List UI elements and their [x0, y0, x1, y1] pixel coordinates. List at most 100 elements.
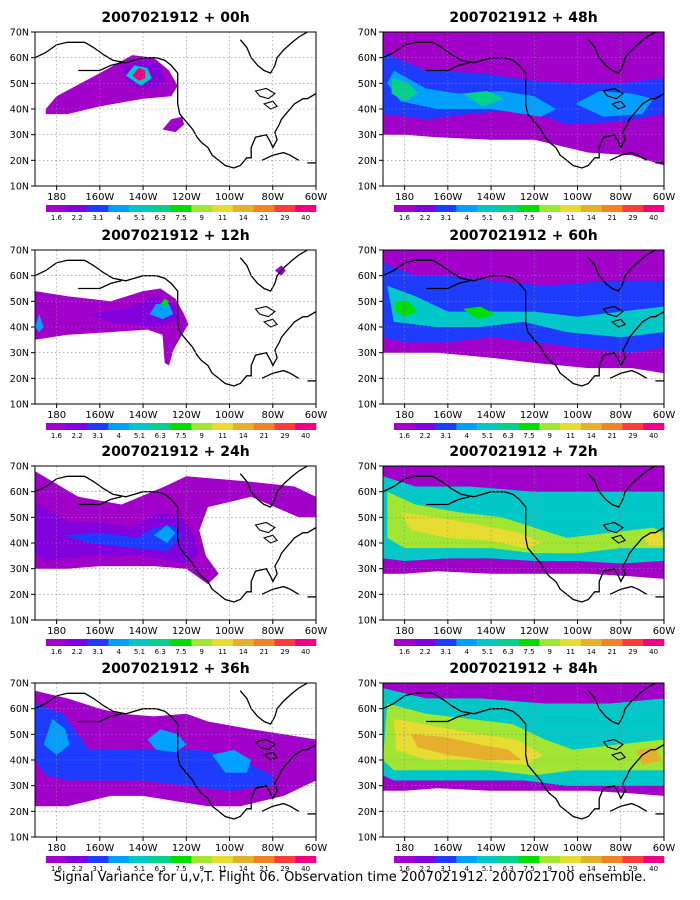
colorbar-swatch	[560, 639, 582, 646]
lon-tick-label: 120W	[520, 410, 549, 421]
colorbar-label: 7.5	[175, 865, 186, 873]
colorbar-swatch	[394, 639, 416, 646]
variance-shade	[387, 285, 664, 338]
colorbar-label: 1.6	[399, 214, 411, 222]
lat-tick-label: 70N	[358, 28, 377, 39]
colorbar-label: 2.2	[72, 648, 83, 656]
lat-tick-label: 40N	[10, 756, 29, 767]
variance-shade	[153, 525, 176, 543]
colorbar-label: 2.2	[420, 865, 431, 873]
colorbar-swatch	[66, 856, 88, 863]
colorbar-label: 9	[200, 432, 204, 440]
colorbar-swatch	[539, 205, 561, 212]
lon-tick-label: 140W	[129, 192, 158, 203]
colorbar-label: 6.3	[155, 214, 166, 222]
colorbar: 1.6 2.2 3.1 4 5.1 6.3 7.5 9 11 14 21 29 40	[46, 856, 317, 873]
colorbar-label: 40	[301, 648, 310, 656]
colorbar-swatch	[580, 205, 602, 212]
colorbar-label: 3.1	[440, 648, 451, 656]
lon-tick-label: 60W	[653, 410, 676, 421]
colorbar-swatch	[560, 205, 582, 212]
colorbar-swatch	[394, 205, 416, 212]
colorbar-swatch	[191, 423, 213, 430]
lake-outline	[602, 87, 624, 100]
colorbar-label: 21	[260, 865, 269, 873]
lat-tick-label: 10N	[358, 833, 377, 844]
colorbar-swatch	[539, 423, 561, 430]
lon-tick-label: 60W	[653, 192, 676, 203]
lat-tick-label: 50N	[358, 513, 377, 524]
colorbar-swatch	[414, 639, 436, 646]
map-field	[35, 250, 316, 404]
colorbar-label: 5.1	[134, 865, 145, 873]
variance-shade	[463, 91, 504, 107]
lat-tick-label: 70N	[358, 246, 377, 257]
colorbar-label: 3.1	[92, 648, 103, 656]
colorbar-label: 21	[608, 432, 617, 440]
colorbar-label: 3.1	[440, 432, 451, 440]
colorbar-label: 14	[239, 648, 248, 656]
lon-tick-label: 120W	[520, 192, 549, 203]
colorbar-swatch	[643, 423, 665, 430]
colorbar-label: 40	[301, 214, 310, 222]
lat-tick-label: 20N	[358, 807, 377, 818]
colorbar-swatch	[253, 856, 275, 863]
colorbar-swatch	[87, 205, 109, 212]
colorbar-swatch	[414, 856, 436, 863]
colorbar-swatch	[414, 205, 436, 212]
lake-outline	[610, 100, 627, 110]
colorbar-label: 5.1	[482, 432, 493, 440]
colorbar-swatch	[580, 639, 602, 646]
lon-tick-label: 100W	[563, 192, 592, 203]
lon-tick-label: 160W	[433, 626, 462, 637]
lat-tick-label: 60N	[10, 53, 29, 64]
colorbar-swatch	[497, 423, 519, 430]
lake-outline	[254, 305, 276, 318]
coastline	[426, 713, 470, 723]
lat-tick-label: 40N	[358, 323, 377, 334]
colorbar-swatch	[295, 423, 317, 430]
coastline	[426, 496, 470, 506]
colorbar-label: 4	[116, 214, 121, 222]
map-field	[383, 466, 664, 620]
colorbar-label: 4	[464, 865, 469, 873]
colorbar-label: 14	[587, 865, 596, 873]
colorbar-label: 6.3	[155, 865, 166, 873]
colorbar-label: 21	[608, 865, 617, 873]
variance-shade	[35, 703, 273, 791]
lake-outline	[254, 738, 276, 751]
colorbar-label: 29	[628, 865, 637, 873]
coastline	[84, 41, 316, 169]
lat-tick-label: 10N	[10, 616, 29, 627]
lon-tick-label: 120W	[172, 843, 201, 854]
lat-tick-label: 70N	[10, 462, 29, 473]
lon-tick-label: 60W	[305, 192, 328, 203]
colorbar-swatch	[170, 856, 192, 863]
colorbar-swatch	[456, 639, 478, 646]
colorbar-swatch	[129, 856, 151, 863]
lon-tick-label: 80W	[609, 626, 632, 637]
coastline	[35, 259, 85, 277]
lat-tick-label: 60N	[358, 271, 377, 282]
colorbar-swatch	[477, 205, 499, 212]
coastline	[261, 802, 300, 812]
lat-tick-label: 10N	[10, 182, 29, 193]
colorbar-label: 3.1	[92, 865, 103, 873]
lat-tick-label: 70N	[358, 679, 377, 690]
lon-tick-label: 120W	[520, 626, 549, 637]
colorbar: 1.6 2.2 3.1 4 5.1 6.3 7.5 9 11 14 21 29 40	[394, 205, 665, 222]
lat-tick-label: 70N	[10, 679, 29, 690]
colorbar: 1.6 2.2 3.1 4 5.1 6.3 7.5 9 11 14 21 29 40	[46, 423, 317, 440]
lat-tick-label: 30N	[10, 348, 29, 359]
map-field	[35, 32, 316, 186]
colorbar-label: 21	[608, 214, 617, 222]
lat-tick-label: 70N	[10, 28, 29, 39]
colorbar-label: 2.2	[420, 648, 431, 656]
lat-tick-label: 60N	[10, 271, 29, 282]
colorbar-label: 4	[464, 432, 469, 440]
colorbar-label: 40	[301, 865, 310, 873]
lat-tick-label: 30N	[358, 564, 377, 575]
colorbar-swatch	[212, 205, 234, 212]
coastline	[609, 585, 648, 595]
lon-tick-label: 180	[395, 626, 414, 637]
